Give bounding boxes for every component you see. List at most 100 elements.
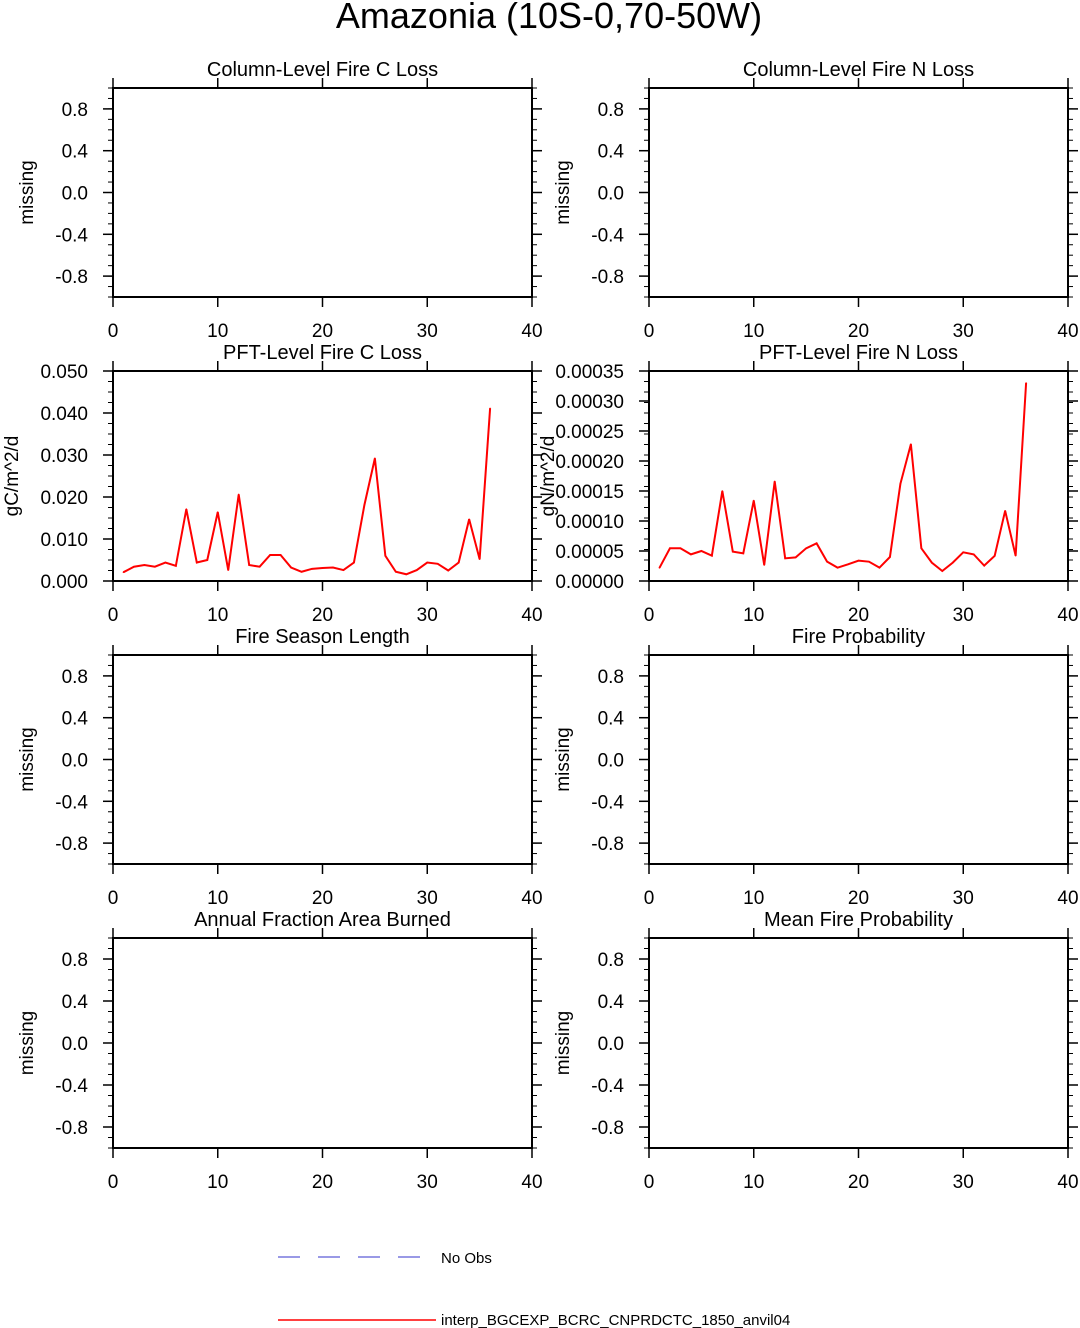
data-point — [1025, 382, 1027, 384]
y-tick-label: 0.00000 — [555, 572, 624, 593]
data-point — [447, 569, 450, 572]
panel-pft-level-fire-c-loss: PFT-Level Fire C Loss 0 10 20 30 40 0.050 0.040… — [2, 342, 543, 626]
data-point — [384, 555, 387, 557]
x-tick-label: 0 — [644, 1172, 655, 1193]
panel-mean-fire-probability: Mean Fire Probability 0 10 20 30 40 0.8 0.4 0.0 -… — [553, 909, 1079, 1193]
x-tick-label: 30 — [417, 321, 438, 342]
x-tick-label: 40 — [521, 888, 542, 909]
y-tick-label: -0.4 — [591, 792, 624, 813]
data-point — [679, 547, 682, 550]
data-point — [721, 490, 724, 492]
panel-title: Fire Season Length — [235, 626, 410, 648]
y-tick-label: -0.8 — [55, 834, 88, 855]
y-tick-label: 0.8 — [598, 950, 624, 971]
x-tick-label: 10 — [207, 321, 228, 342]
data-point — [227, 569, 230, 571]
data-point — [175, 565, 177, 567]
y-tick-label: 0.00005 — [555, 542, 624, 563]
plot-frame — [648, 87, 1069, 298]
data-point — [857, 559, 860, 562]
data-point — [1014, 554, 1017, 557]
panel-column-level-fire-c-loss: Column-Level Fire C Loss 0 10 20 30 40 0.8 0.4 0… — [17, 59, 543, 342]
y-tick-label: 0.0 — [598, 184, 624, 205]
data-point — [899, 483, 902, 485]
y-tick-label: 0.050 — [40, 362, 88, 383]
series-line-model — [123, 408, 492, 576]
data-point — [196, 561, 198, 564]
data-point — [269, 554, 271, 556]
x-tick-label: 0 — [108, 605, 119, 626]
data-point — [363, 504, 366, 506]
y-tick-label: 0.8 — [598, 100, 624, 121]
data-point — [457, 561, 460, 564]
data-point — [300, 570, 303, 573]
data-point — [826, 560, 828, 563]
panel-title: PFT-Level Fire N Loss — [759, 342, 958, 364]
panel-title: Fire Probability — [792, 626, 925, 648]
x-tick-label: 30 — [417, 888, 438, 909]
data-point — [478, 558, 481, 560]
data-point — [489, 407, 491, 410]
y-tick-label: 0.8 — [62, 667, 88, 688]
data-point — [878, 566, 881, 569]
y-tick-label: 0.00035 — [555, 362, 624, 383]
x-tick-label: 10 — [207, 888, 228, 909]
data-point — [773, 480, 776, 483]
x-tick-label: 30 — [417, 605, 438, 626]
data-point — [972, 553, 975, 556]
panel-annual-fraction-area-burned: Annual Fraction Area Burned 0 10 20 30 40 0.8 0… — [17, 909, 543, 1193]
y-tick-label: -0.4 — [591, 1076, 624, 1097]
panel-title: Mean Fire Probability — [764, 909, 953, 931]
data-point — [395, 570, 397, 573]
x-tick-label: 30 — [417, 1172, 438, 1193]
y-axis-label: missing — [17, 1011, 38, 1075]
plot-frame — [112, 654, 533, 865]
data-point — [951, 561, 954, 564]
data-point — [794, 556, 797, 559]
y-axis-label: missing — [17, 727, 38, 791]
y-axis-label: missing — [553, 727, 574, 791]
x-tick-label: 30 — [953, 321, 974, 342]
y-tick-label: 0.0 — [598, 1034, 624, 1055]
data-point — [690, 553, 692, 556]
data-point — [920, 547, 923, 550]
legend-label-obs: No Obs — [441, 1250, 492, 1267]
data-point — [941, 570, 944, 572]
data-point — [983, 564, 985, 567]
y-tick-label: 0.030 — [40, 446, 88, 467]
x-tick-label: 30 — [953, 1172, 974, 1193]
x-tick-label: 10 — [743, 888, 764, 909]
y-tick-label: 0.8 — [62, 950, 88, 971]
x-tick-label: 20 — [848, 1172, 869, 1193]
x-tick-label: 40 — [521, 605, 542, 626]
x-tick-label: 20 — [848, 321, 869, 342]
y-tick-label: -0.4 — [591, 225, 624, 246]
data-point — [426, 561, 429, 564]
plot-frame — [112, 370, 533, 582]
x-tick-label: 40 — [1057, 321, 1078, 342]
y-tick-label: 0.040 — [40, 404, 88, 425]
panel-title: Column-Level Fire N Loss — [743, 59, 974, 81]
panel-column-level-fire-n-loss: Column-Level Fire N Loss 0 10 20 30 40 0.8 0.4 0… — [553, 59, 1079, 342]
data-point — [374, 457, 376, 460]
panel-fire-season-length: Fire Season Length 0 10 20 30 40 0.8 0.4 0.0 -0.4… — [17, 626, 543, 909]
data-point — [143, 564, 146, 566]
data-point — [784, 557, 786, 560]
data-point — [216, 511, 219, 513]
x-tick-label: 0 — [108, 888, 119, 909]
x-tick-label: 20 — [312, 888, 333, 909]
data-point — [658, 567, 661, 569]
y-axis-label: missing — [553, 160, 574, 224]
panel-pft-level-fire-n-loss: PFT-Level Fire N Loss 0 10 20 30 40 0.00035 0.0… — [538, 342, 1079, 626]
x-tick-label: 10 — [743, 605, 764, 626]
x-tick-label: 0 — [644, 888, 655, 909]
data-point — [962, 551, 965, 554]
data-point — [742, 552, 745, 555]
data-point — [910, 443, 912, 446]
data-point — [279, 554, 282, 556]
y-tick-label: 0.000 — [40, 572, 88, 593]
y-tick-label: 0.0 — [62, 1034, 88, 1055]
plot-frame — [648, 654, 1069, 865]
y-tick-label: 0.8 — [598, 667, 624, 688]
